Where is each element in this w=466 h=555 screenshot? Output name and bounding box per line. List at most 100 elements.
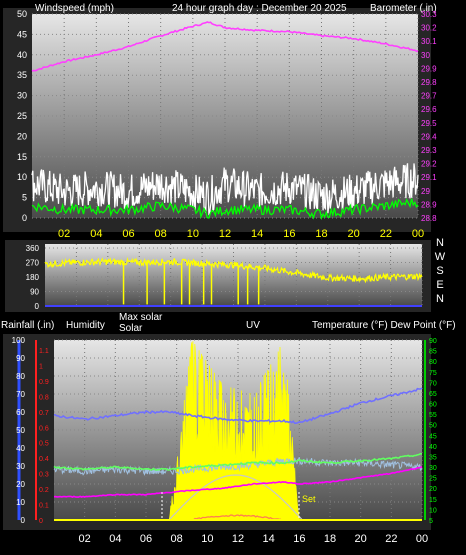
dew-point-series bbox=[53, 465, 423, 498]
temp-tick-label: 50 bbox=[429, 423, 437, 430]
panel3-hour-labels: 02 04 06 08 10 12 14 16 18 20 22 00 bbox=[79, 533, 429, 545]
max-solar-series bbox=[168, 474, 303, 521]
temp-tick-label: 70 bbox=[429, 380, 437, 387]
hour-label: 06 bbox=[122, 228, 134, 240]
temp-tick-label: 65 bbox=[429, 391, 437, 398]
humidity-tick-label: 40 bbox=[16, 444, 25, 453]
rain-tick-label: 0.7 bbox=[39, 410, 49, 417]
hour-label: 04 bbox=[90, 228, 102, 240]
hour-label: 06 bbox=[140, 533, 152, 545]
wind-tick-label: 5 bbox=[22, 193, 27, 203]
temp-tick-label: 60 bbox=[429, 402, 437, 409]
humidity-axis-label: Humidity bbox=[66, 320, 105, 331]
humidity-tick-label: 30 bbox=[16, 462, 25, 471]
hour-label: 14 bbox=[251, 228, 263, 240]
baro-tick-label: 29.8 bbox=[421, 78, 437, 87]
baro-tick-label: 29.9 bbox=[421, 64, 437, 73]
baro-tick-label: 29.6 bbox=[421, 105, 437, 114]
direction-tick-label: 180 bbox=[26, 273, 40, 282]
wind-tick-label: 30 bbox=[17, 91, 27, 101]
compass-label: N bbox=[436, 293, 444, 305]
temp-tick-label: 80 bbox=[429, 359, 437, 366]
hour-label: 18 bbox=[324, 533, 336, 545]
wind-axis-label: Windspeed (mph) bbox=[35, 3, 114, 14]
rain-tick-label: 0.4 bbox=[39, 456, 49, 463]
temp-tick-label: 90 bbox=[429, 338, 437, 345]
humidity-tick-label: 10 bbox=[16, 498, 25, 507]
temp-dew-axis-label: Temperature (°F) Dew Point (°F) bbox=[312, 320, 456, 331]
rain-tick-label: 0 bbox=[39, 518, 43, 525]
baro-tick-label: 30.2 bbox=[421, 24, 437, 33]
hour-label: 20 bbox=[348, 228, 360, 240]
temp-tick-label: 20 bbox=[429, 486, 437, 493]
rain-tick-label: 0.5 bbox=[39, 441, 49, 448]
baro-axis-label: Barometer (.in) bbox=[370, 3, 437, 14]
temp-tick-label: 25 bbox=[429, 476, 437, 483]
hour-label: 02 bbox=[58, 228, 70, 240]
graph-title: 24 hour graph day : December 20 2025 bbox=[172, 3, 347, 14]
baro-tick-label: 29.1 bbox=[421, 173, 437, 182]
solar-series bbox=[168, 341, 303, 521]
humidity-tick-label: 60 bbox=[16, 408, 25, 417]
temp-tick-label: 45 bbox=[429, 433, 437, 440]
compass-label: N bbox=[436, 237, 444, 249]
humidity-tick-label: 80 bbox=[16, 372, 25, 381]
temp-tick-label: 5 bbox=[429, 518, 433, 525]
baro-tick-labels: 30.3 30.2 30.1 30 29.9 29.8 29.7 29.6 29.5 29.4 29… bbox=[421, 10, 437, 223]
baro-tick-label: 29.5 bbox=[421, 119, 437, 128]
hour-label: 02 bbox=[79, 533, 91, 545]
baro-tick-label: 30.3 bbox=[421, 10, 437, 19]
direction-tick-label: 360 bbox=[26, 244, 40, 253]
rain-tick-label: 0.3 bbox=[39, 472, 49, 479]
wind-tick-label: 50 bbox=[17, 9, 27, 19]
panel2-plot bbox=[45, 244, 422, 306]
hour-label: 18 bbox=[315, 228, 327, 240]
humidity-series bbox=[53, 387, 423, 424]
compass-label: E bbox=[436, 279, 443, 291]
baro-tick-label: 29.2 bbox=[421, 160, 437, 169]
humidity-tick-label: 20 bbox=[16, 480, 25, 489]
rain-tick-labels: 1.1 1 0.9 0.8 0.7 0.6 0.5 0.4 0.3 0.2 0.1 0 bbox=[39, 348, 49, 525]
compass-label: S bbox=[436, 265, 443, 277]
wind-tick-label: 15 bbox=[17, 152, 27, 162]
hour-label: 14 bbox=[263, 533, 275, 545]
temp-tick-label: 10 bbox=[429, 507, 437, 514]
humidity-tick-label: 100 bbox=[12, 336, 26, 345]
compass-label: W bbox=[435, 251, 446, 263]
sunset-label: Set bbox=[302, 494, 316, 504]
uv-series bbox=[191, 514, 282, 521]
wind-tick-label: 35 bbox=[17, 70, 27, 80]
wind-tick-label: 20 bbox=[17, 131, 27, 141]
rain-tick-label: 0.8 bbox=[39, 394, 49, 401]
hour-label: 00 bbox=[416, 533, 428, 545]
hour-label: 16 bbox=[293, 533, 305, 545]
hour-label: 16 bbox=[283, 228, 295, 240]
solar-label: Solar bbox=[119, 323, 143, 334]
wind-tick-label: 10 bbox=[17, 172, 27, 182]
hour-label: 00 bbox=[412, 228, 424, 240]
baro-tick-label: 29.4 bbox=[421, 132, 437, 141]
temp-tick-label: 85 bbox=[429, 349, 437, 356]
humidity-tick-label: 0 bbox=[21, 516, 26, 525]
hour-label: 08 bbox=[171, 533, 183, 545]
hour-label: 22 bbox=[385, 533, 397, 545]
baro-tick-label: 28.8 bbox=[421, 214, 437, 223]
direction-spikes bbox=[122, 261, 260, 305]
direction-tick-label: 90 bbox=[30, 288, 39, 297]
rain-tick-label: 0.1 bbox=[39, 503, 49, 510]
hour-label: 20 bbox=[355, 533, 367, 545]
hour-label: 08 bbox=[155, 228, 167, 240]
wind-tick-label: 40 bbox=[17, 50, 27, 60]
humidity-tick-label: 50 bbox=[16, 426, 25, 435]
temp-tick-label: 40 bbox=[429, 444, 437, 451]
wind-tick-label: 25 bbox=[17, 111, 27, 121]
temp-tick-label: 75 bbox=[429, 370, 437, 377]
baro-tick-label: 30 bbox=[421, 51, 430, 60]
wind-average-series bbox=[31, 198, 419, 221]
humidity-tick-label: 90 bbox=[16, 354, 25, 363]
temp-tick-label: 30 bbox=[429, 465, 437, 472]
